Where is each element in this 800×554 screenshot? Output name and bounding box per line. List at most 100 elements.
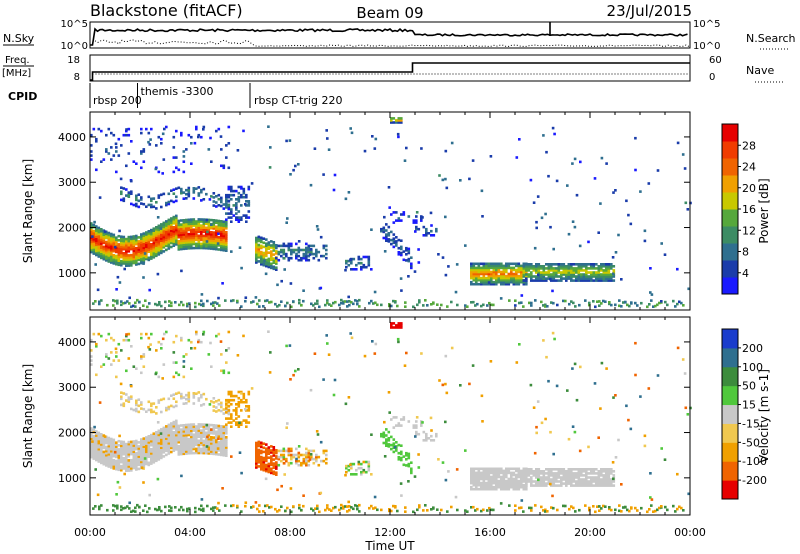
- power-cell: [425, 229, 428, 233]
- velocity-cell: [105, 439, 108, 443]
- velocity-cell: [525, 485, 528, 489]
- power-cell: [402, 258, 406, 262]
- power-cell: [100, 238, 103, 241]
- power-cell: [252, 300, 255, 303]
- power-cell: [200, 230, 203, 233]
- velocity-cell: [222, 369, 226, 373]
- power-cell: [602, 271, 606, 274]
- velocity-cell: [195, 429, 198, 432]
- velocity-cell: [132, 456, 136, 460]
- power-cell: [525, 263, 528, 266]
- velocity-cell: [567, 472, 571, 475]
- velocity-cell: [110, 437, 113, 441]
- power-cell: [600, 302, 603, 305]
- velocity-cell: [130, 397, 133, 400]
- power-cell: [222, 234, 226, 238]
- velocity-cell: [107, 459, 111, 462]
- velocity-cell: [316, 504, 319, 508]
- velocity-cell: [127, 451, 131, 454]
- velocity-cell: [290, 449, 293, 453]
- power-cell: [437, 253, 440, 256]
- power-cell: [292, 168, 295, 172]
- velocity-cell: [110, 452, 113, 455]
- velocity-cell: [115, 351, 118, 354]
- velocity-cell: [147, 461, 151, 465]
- velocity-cell: [95, 430, 98, 433]
- power-cell: [505, 270, 508, 274]
- power-cell: [132, 247, 136, 250]
- power-cell: [352, 268, 356, 271]
- power-cell: [115, 170, 118, 174]
- power-cell: [145, 257, 148, 261]
- power-cell: [152, 205, 156, 209]
- velocity-cell: [595, 468, 598, 471]
- velocity-cell: [140, 442, 143, 445]
- velocity-cell: [92, 451, 96, 454]
- power-cell: [597, 275, 601, 278]
- velocity-cell: [91, 440, 94, 443]
- velocity-cell: [117, 452, 121, 455]
- power-cell: [297, 254, 301, 258]
- power-cell: [427, 232, 431, 235]
- power-cell: [107, 243, 111, 247]
- power-cell: [525, 277, 528, 280]
- velocity-cell: [120, 464, 123, 468]
- velocity-cell: [565, 470, 568, 473]
- power-cell: [162, 246, 166, 249]
- velocity-cell: [518, 343, 521, 346]
- velocity-cell: [182, 442, 186, 445]
- velocity-cell: [495, 487, 498, 491]
- velocity-cell: [482, 469, 486, 473]
- velocity-cell: [600, 361, 604, 365]
- velocity-cell: [190, 451, 193, 455]
- velocity-cell: [472, 483, 476, 487]
- velocity-cell: [135, 407, 138, 411]
- power-cell: [175, 235, 178, 238]
- power-cell: [400, 251, 403, 255]
- velocity-cell: [170, 434, 173, 437]
- velocity-cell: [485, 473, 488, 477]
- velocity-cell: [605, 476, 608, 479]
- velocity-cell: [518, 506, 521, 510]
- power-cell: [327, 148, 331, 151]
- velocity-cell: [260, 451, 263, 455]
- velocity-cell: [210, 423, 213, 427]
- power-cell: [200, 135, 203, 139]
- power-cell: [555, 269, 558, 272]
- velocity-cell: [222, 427, 226, 431]
- power-cell: [152, 231, 156, 235]
- power-cell: [350, 301, 353, 304]
- velocity-cell: [130, 384, 133, 388]
- velocity-cell: [277, 457, 281, 461]
- velocity-cell: [230, 390, 233, 394]
- power-cell: [545, 271, 548, 274]
- velocity-cell: [544, 417, 547, 421]
- velocity-cell: [396, 509, 399, 513]
- velocity-cell: [147, 400, 151, 404]
- power-cell: [547, 174, 550, 178]
- velocity-cell: [217, 441, 221, 444]
- velocity-cell: [475, 471, 478, 475]
- velocity-cell: [426, 509, 429, 512]
- power-cell: [112, 245, 116, 249]
- velocity-cell: [175, 427, 178, 431]
- velocity-cell: [95, 436, 98, 439]
- power-cell: [400, 289, 403, 292]
- power-cell: [240, 195, 243, 199]
- power-cell: [582, 269, 586, 272]
- power-cell: [195, 222, 198, 225]
- power-cell: [597, 269, 601, 272]
- velocity-cell: [535, 472, 538, 475]
- power-cell: [132, 251, 136, 255]
- power-cell: [362, 255, 366, 259]
- power-cell: [155, 248, 158, 251]
- power-cell: [222, 166, 226, 170]
- velocity-cell: [162, 432, 166, 436]
- velocity-cell: [95, 345, 98, 348]
- power-cell: [407, 259, 411, 263]
- velocity-cell: [110, 454, 113, 457]
- colorbar-swatch: [722, 243, 738, 261]
- velocity-cell: [610, 480, 613, 483]
- power-cell: [407, 275, 410, 278]
- power-cell: [307, 254, 311, 258]
